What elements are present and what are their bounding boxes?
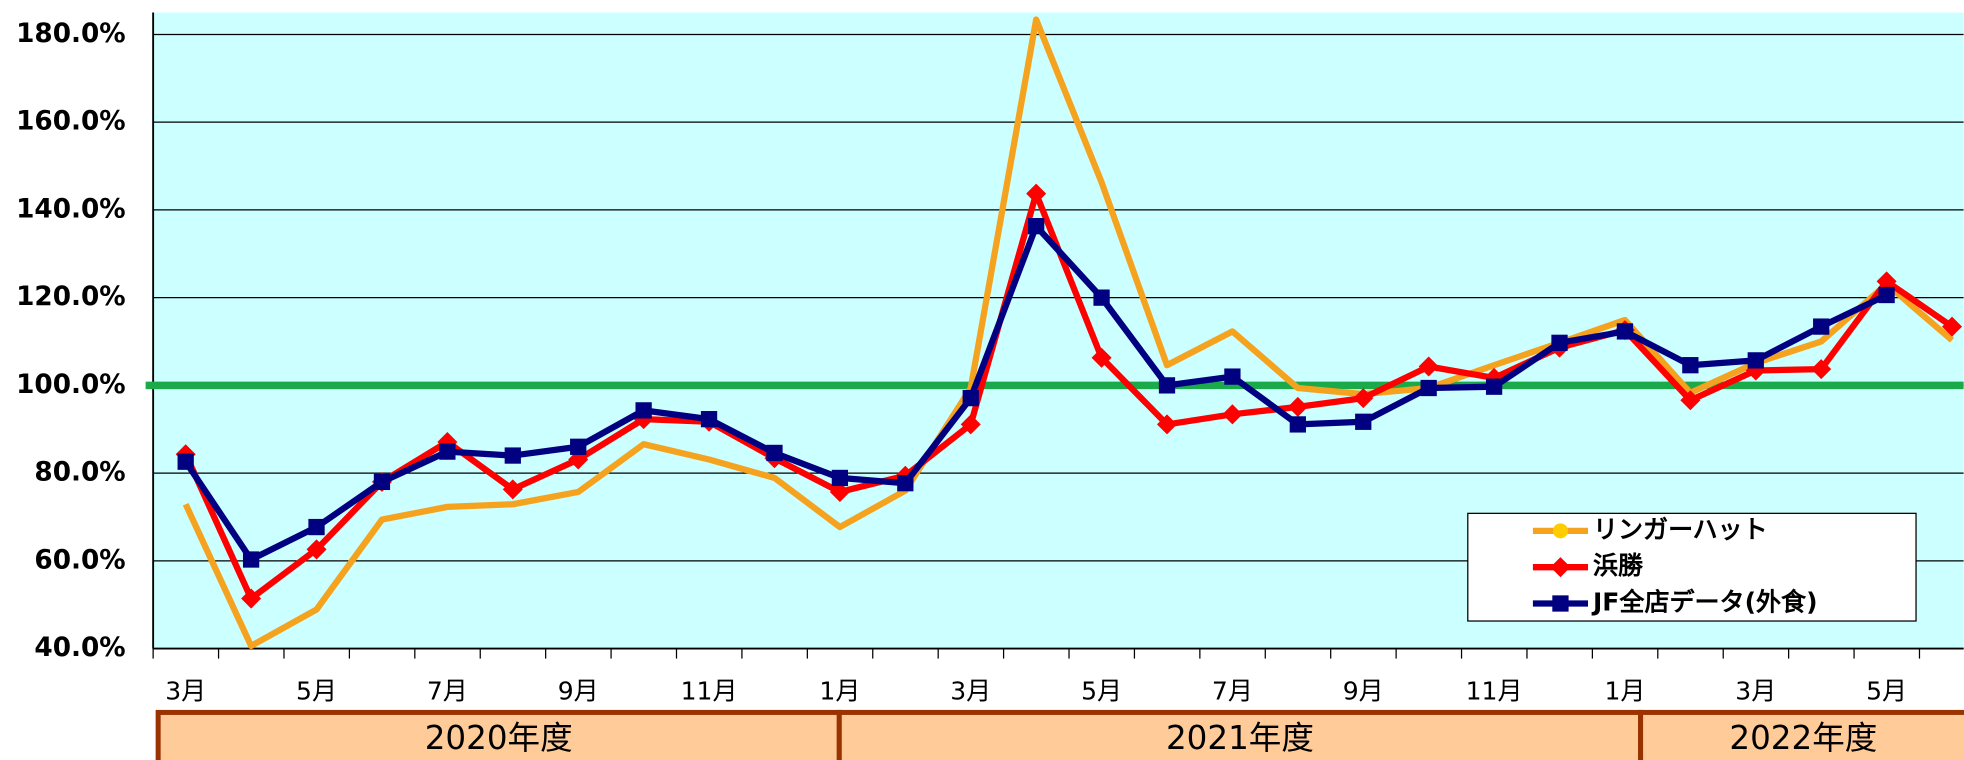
- legend-label: 浜勝: [1593, 551, 1644, 580]
- x-tick-label: 11月: [1466, 676, 1523, 705]
- marker: [1353, 388, 1374, 409]
- x-tick-label: 5月: [1866, 676, 1907, 705]
- x-tick-label: 3月: [950, 676, 991, 705]
- marker: [1551, 334, 1568, 351]
- x-tick-label: 11月: [681, 676, 738, 705]
- marker: [1747, 352, 1764, 369]
- y-tick-label: 60.0%: [34, 545, 125, 575]
- marker: [1552, 595, 1569, 612]
- marker: [1287, 396, 1308, 417]
- fiscal-year-band: [1638, 709, 1964, 760]
- marker: [1093, 289, 1110, 306]
- marker: [306, 539, 327, 560]
- marker: [439, 443, 456, 460]
- fiscal-year-band: [836, 709, 1644, 760]
- y-tick-label: 160.0%: [16, 107, 125, 137]
- marker: [1156, 414, 1178, 435]
- series-line: [182, 16, 1955, 650]
- marker: [829, 481, 850, 502]
- y-tick-label: 80.0%: [34, 458, 125, 488]
- marker: [897, 475, 914, 492]
- marker: [635, 402, 652, 419]
- y-tick-label: 40.0%: [34, 633, 125, 663]
- marker: [177, 453, 194, 470]
- marker: [1420, 379, 1437, 397]
- fiscal-year-label: 2020年度: [425, 719, 573, 757]
- marker: [241, 588, 262, 609]
- marker: [962, 389, 979, 407]
- fiscal-year-band: [155, 709, 842, 760]
- marker: [308, 518, 325, 536]
- y-tick-label: 120.0%: [16, 282, 125, 312]
- marker: [1485, 378, 1503, 395]
- x-tick-label: 5月: [1081, 676, 1122, 705]
- marker: [1224, 368, 1241, 385]
- marker: [1682, 357, 1699, 374]
- marker: [373, 473, 391, 491]
- marker: [1552, 523, 1568, 539]
- marker: [242, 551, 260, 568]
- x-tick-label: 1月: [819, 676, 860, 705]
- marker: [502, 479, 523, 500]
- marker: [1942, 316, 1963, 337]
- fiscal-year-bands: 2020年度 2021年度 2022年度: [155, 709, 1964, 760]
- x-tick-label: 9月: [1343, 676, 1384, 705]
- fiscal-year-label: 2022年度: [1729, 719, 1877, 757]
- marker: [570, 438, 587, 455]
- marker: [1028, 218, 1045, 235]
- marker: [1026, 183, 1047, 204]
- marker: [1616, 323, 1634, 340]
- x-tick-label: 7月: [427, 676, 468, 705]
- y-tick-label: 140.0%: [16, 194, 125, 224]
- x-tick-label: 1月: [1604, 676, 1645, 705]
- x-tick-label: 9月: [558, 676, 599, 705]
- marker: [1878, 286, 1895, 304]
- x-tick-label: 3月: [1735, 676, 1776, 705]
- marker: [700, 411, 718, 428]
- marker: [1813, 318, 1830, 335]
- y-tick-label: 180.0%: [16, 19, 125, 49]
- legend-label: リンガーハット: [1593, 515, 1768, 544]
- y-tick-label: 100.0%: [16, 370, 125, 400]
- fiscal-year-label: 2021年度: [1166, 719, 1314, 757]
- series-line: [182, 190, 1954, 602]
- marker: [960, 414, 981, 435]
- marker: [1091, 347, 1112, 368]
- marker: [766, 444, 783, 462]
- marker: [1355, 413, 1372, 430]
- x-tick-label: 7月: [1212, 676, 1253, 705]
- marker: [1289, 416, 1306, 433]
- marker: [1158, 377, 1176, 394]
- x-tick-label: 3月: [165, 676, 206, 705]
- marker: [831, 469, 849, 487]
- marker: [504, 447, 521, 464]
- marker: [1811, 359, 1832, 380]
- marker: [1876, 271, 1897, 292]
- x-tick-label: 5月: [296, 676, 337, 705]
- legend-label: JF全店データ(外食): [1591, 587, 1818, 616]
